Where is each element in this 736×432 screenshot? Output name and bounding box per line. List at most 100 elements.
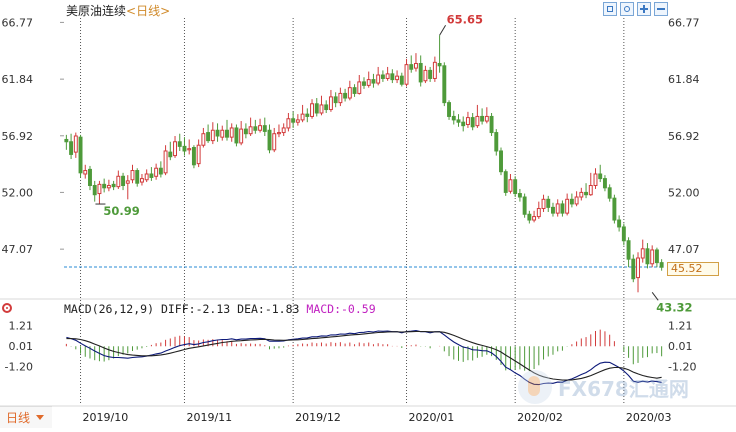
y-tick-label-right: 56.92 (668, 130, 700, 143)
candle-body (310, 103, 314, 117)
candle-body (645, 248, 650, 265)
candle-body (513, 179, 518, 195)
candle-body (527, 213, 532, 221)
candle-body (182, 145, 187, 152)
instrument-name: 美原油连续 (66, 4, 127, 18)
x-tick-label: 2019/12 (295, 411, 341, 424)
y-tick-label-right: 47.07 (668, 243, 700, 256)
candle-body (404, 64, 409, 85)
candle-body (272, 133, 277, 151)
candle-body (333, 96, 338, 104)
candle-body (248, 126, 253, 135)
dea-value: DEA:-1.83 (237, 302, 300, 316)
candle-body (144, 173, 149, 181)
low-marker (651, 292, 659, 301)
candle-body (347, 87, 352, 99)
high-label: 65.65 (447, 12, 483, 26)
period-tab[interactable]: 日线 (0, 406, 52, 428)
candle-body (276, 132, 281, 135)
candle-body (395, 75, 400, 81)
macd-tick-label-left: 0.01 (9, 340, 34, 353)
macd-value: MACD:-0.59 (306, 302, 376, 316)
candle-body (541, 198, 546, 210)
candle-body (135, 170, 140, 184)
candle-body (390, 73, 395, 81)
candle-body (154, 167, 159, 177)
candle-body (593, 173, 598, 187)
candle-body (362, 81, 366, 86)
candle-body (560, 203, 565, 214)
candle-body (168, 151, 173, 158)
candle-body (494, 132, 499, 152)
x-tick-label: 2020/03 (626, 411, 672, 424)
candle-body (414, 62, 418, 69)
candle-body (343, 92, 348, 99)
candle-body (607, 187, 612, 199)
candle-body (371, 79, 376, 84)
candle-body (484, 115, 489, 122)
candle-body (640, 248, 645, 259)
fit-window-icon[interactable] (603, 2, 617, 16)
candle-body (546, 198, 551, 208)
candle-body (225, 129, 229, 138)
settings-icon[interactable] (620, 2, 634, 16)
macd-params: MACD(26,12,9) (64, 302, 155, 316)
high-marker (439, 25, 447, 36)
candle-body (201, 133, 206, 146)
candle-body (598, 173, 603, 180)
x-tick-label: 2020/01 (409, 411, 455, 424)
chart-toolbar (603, 2, 668, 16)
macd-tick-label-right: 1.21 (668, 320, 693, 333)
candle-body (499, 150, 503, 173)
current-price-tag: 45.52 (667, 262, 719, 276)
candle-body (106, 185, 111, 189)
watermark-text: FX678汇通网 (558, 376, 689, 401)
candle-body (489, 115, 494, 134)
watermark-logo-icon (518, 370, 552, 404)
zoom-out-icon[interactable] (654, 2, 668, 16)
candle-body (319, 104, 324, 114)
zoom-in-icon[interactable] (637, 2, 651, 16)
candle-body (456, 119, 461, 123)
candle-body (617, 219, 622, 228)
diff-line (66, 330, 662, 386)
candle-body (588, 185, 593, 196)
y-tick-label-right: 66.77 (668, 16, 700, 29)
candle-body (418, 62, 423, 83)
candle-body (626, 240, 631, 260)
period-label[interactable]: <日线> (126, 4, 171, 18)
candle-body (78, 136, 83, 174)
watermark: FX678汇通网 (518, 370, 689, 404)
candle-body (569, 198, 574, 205)
x-tick-label: 2019/10 (83, 411, 129, 424)
chevron-down-icon (36, 415, 45, 420)
candle-body (579, 191, 584, 198)
candle-body (432, 61, 437, 79)
candle-body (650, 249, 655, 265)
candle-body (121, 175, 126, 187)
candle-body (366, 79, 371, 86)
candle-body (220, 129, 225, 138)
candle-body (376, 74, 381, 84)
candle-body (602, 178, 607, 189)
candle-body (234, 127, 239, 144)
candle-body (281, 127, 286, 134)
macd-tick-label-right: -1.20 (668, 361, 696, 374)
candle-body (64, 138, 69, 143)
y-tick-label-right: 61.84 (668, 73, 700, 86)
candle-body (423, 69, 428, 82)
candle-body (173, 141, 177, 157)
candle-body (517, 193, 522, 198)
candle-body (508, 179, 513, 192)
candle-body (324, 104, 329, 111)
candle-body (574, 196, 579, 205)
candle-body (314, 103, 319, 114)
low-label: 43.32 (656, 300, 692, 314)
indicator-settings-icon[interactable] (2, 303, 12, 313)
candle-body (532, 216, 537, 221)
candle-body (267, 129, 272, 151)
candle-body (300, 113, 305, 121)
candle-body (239, 128, 244, 144)
chart-title: 美原油连续<日线> (66, 2, 170, 19)
